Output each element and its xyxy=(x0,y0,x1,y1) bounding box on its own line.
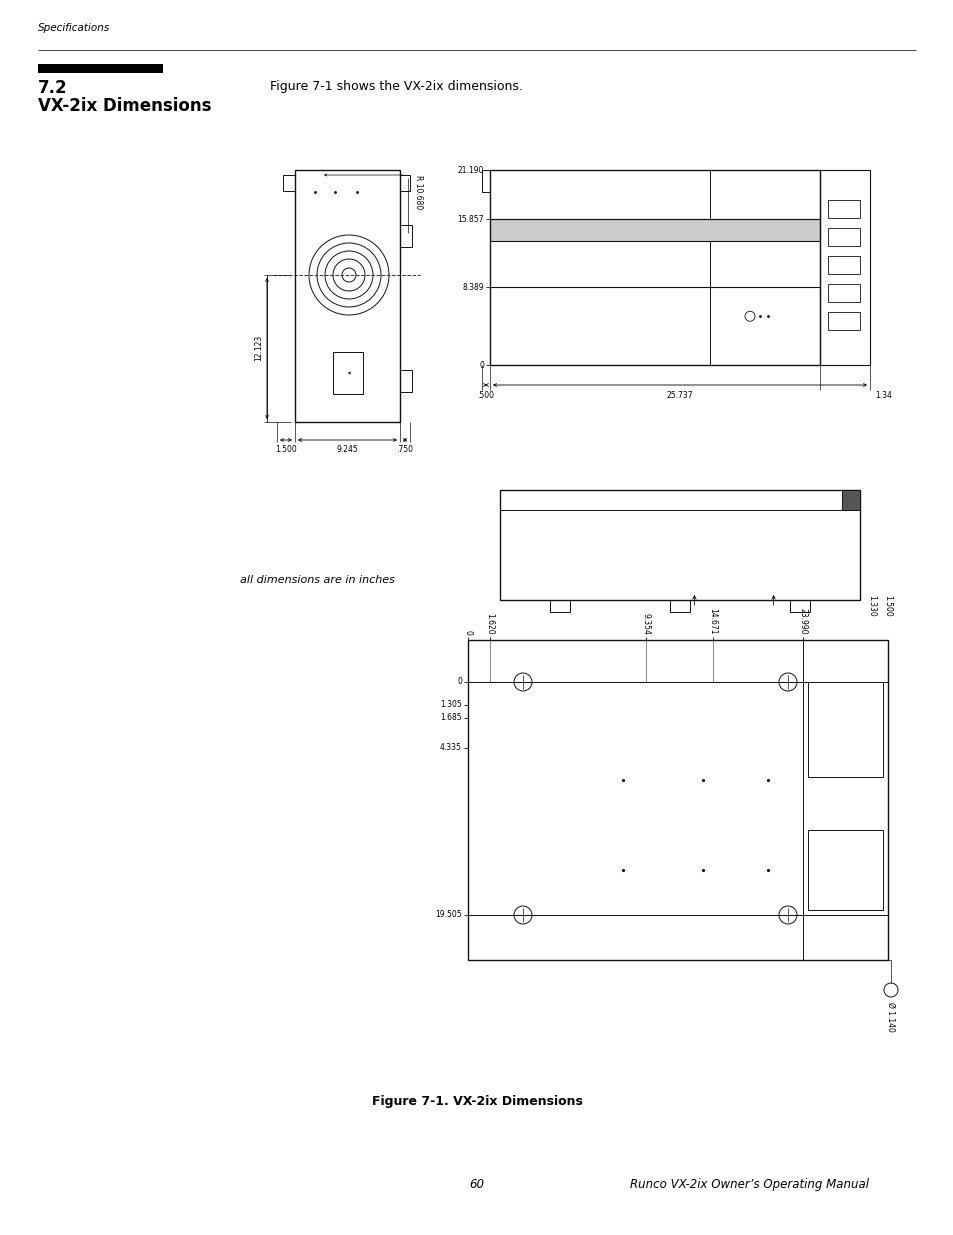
Bar xyxy=(789,600,809,613)
Bar xyxy=(807,830,882,910)
Text: 1.305: 1.305 xyxy=(439,700,461,709)
Bar xyxy=(827,256,859,274)
Bar xyxy=(550,600,569,613)
Text: 21.190: 21.190 xyxy=(457,165,483,174)
Text: 23.990: 23.990 xyxy=(798,609,806,635)
Bar xyxy=(669,600,689,613)
Text: Runco VX-2ix Owner’s Operating Manual: Runco VX-2ix Owner’s Operating Manual xyxy=(629,1178,868,1191)
Text: VX-2ix Dimensions: VX-2ix Dimensions xyxy=(38,98,212,115)
Bar xyxy=(468,640,887,960)
Text: 1.685: 1.685 xyxy=(440,714,461,722)
Text: Figure 7-1. VX-2ix Dimensions: Figure 7-1. VX-2ix Dimensions xyxy=(371,1095,582,1108)
Bar xyxy=(399,370,412,391)
Bar xyxy=(841,490,859,510)
Text: all dimensions are in inches: all dimensions are in inches xyxy=(240,576,395,585)
Text: .500: .500 xyxy=(477,390,494,399)
Text: 0: 0 xyxy=(456,678,461,687)
Bar xyxy=(38,64,163,73)
Bar xyxy=(827,200,859,219)
Text: 1.330: 1.330 xyxy=(866,595,876,616)
Text: 7.2: 7.2 xyxy=(38,79,68,98)
Text: R 10.680: R 10.680 xyxy=(414,175,422,209)
Bar xyxy=(490,219,820,241)
Text: 1.620: 1.620 xyxy=(485,614,494,635)
Bar xyxy=(399,175,410,191)
Text: 15.857: 15.857 xyxy=(457,215,483,224)
Bar xyxy=(283,175,294,191)
Text: .750: .750 xyxy=(396,446,413,454)
Bar xyxy=(807,682,882,777)
Text: 60: 60 xyxy=(469,1178,484,1191)
Text: 1.34: 1.34 xyxy=(874,390,891,399)
Text: 9.354: 9.354 xyxy=(640,613,650,635)
Text: 4.335: 4.335 xyxy=(439,743,461,752)
Bar xyxy=(827,228,859,246)
Bar xyxy=(820,170,869,366)
Text: 14.671: 14.671 xyxy=(708,609,717,635)
Bar xyxy=(333,352,363,394)
Text: Specifications: Specifications xyxy=(38,23,111,33)
Text: Ø 1.140: Ø 1.140 xyxy=(885,1002,895,1032)
Text: 0: 0 xyxy=(463,630,472,635)
Bar xyxy=(399,225,412,247)
Bar xyxy=(294,170,399,422)
Bar xyxy=(490,170,820,366)
Text: 25.737: 25.737 xyxy=(666,390,693,399)
Bar xyxy=(827,284,859,303)
Bar xyxy=(499,490,859,600)
Text: 8.389: 8.389 xyxy=(462,283,483,291)
Text: 1.500: 1.500 xyxy=(882,595,892,616)
Text: 12.123: 12.123 xyxy=(254,335,263,361)
Bar xyxy=(827,312,859,330)
Text: 19.505: 19.505 xyxy=(435,910,461,920)
Text: 9.245: 9.245 xyxy=(335,446,357,454)
Text: 0: 0 xyxy=(478,361,483,369)
Bar xyxy=(481,170,490,191)
Text: 1.500: 1.500 xyxy=(274,446,296,454)
Text: Figure 7-1 shows the VX-2ix dimensions.: Figure 7-1 shows the VX-2ix dimensions. xyxy=(270,80,522,93)
